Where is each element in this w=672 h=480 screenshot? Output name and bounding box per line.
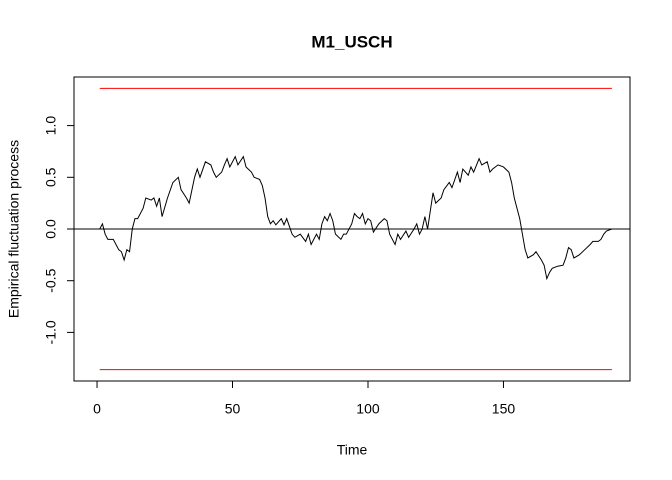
y-tick-label: 0.0 [43, 219, 59, 239]
y-tick-label: -1.0 [43, 320, 59, 344]
chart-title: M1_USCH [311, 32, 392, 51]
y-tick-label: 0.5 [43, 167, 59, 187]
fluctuation-line [99, 155, 613, 281]
x-tick-label: 150 [492, 401, 516, 417]
x-tick-label: 50 [225, 401, 241, 417]
x-tick-label: 100 [356, 401, 380, 417]
y-axis-title: Empirical fluctuation process [6, 140, 22, 318]
x-axis-title: Time [337, 442, 368, 458]
y-tick-label: -0.5 [43, 268, 59, 292]
x-tick-label: 0 [93, 401, 101, 417]
y-tick-label: 1.0 [43, 116, 59, 136]
